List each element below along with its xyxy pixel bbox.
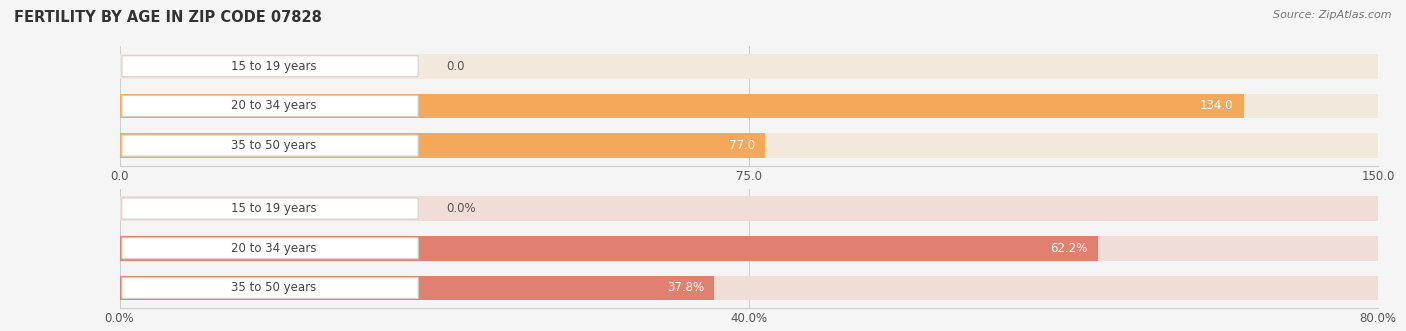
Text: 20 to 34 years: 20 to 34 years — [231, 99, 316, 113]
Text: 15 to 19 years: 15 to 19 years — [231, 60, 316, 73]
Text: 77.0: 77.0 — [730, 139, 755, 152]
Text: 62.2%: 62.2% — [1050, 242, 1088, 255]
Bar — [120, 94, 1244, 118]
Text: 35 to 50 years: 35 to 50 years — [231, 281, 316, 295]
Bar — [120, 196, 1378, 221]
Bar — [120, 133, 765, 158]
FancyBboxPatch shape — [122, 135, 418, 156]
FancyBboxPatch shape — [122, 238, 418, 259]
Text: 0.0: 0.0 — [447, 60, 465, 73]
FancyBboxPatch shape — [122, 277, 418, 299]
Bar — [120, 276, 714, 300]
FancyBboxPatch shape — [122, 95, 418, 117]
Text: FERTILITY BY AGE IN ZIP CODE 07828: FERTILITY BY AGE IN ZIP CODE 07828 — [14, 10, 322, 25]
FancyBboxPatch shape — [122, 198, 418, 219]
Bar — [120, 133, 1378, 158]
Text: 15 to 19 years: 15 to 19 years — [231, 202, 316, 215]
Bar — [120, 236, 1378, 260]
Text: 20 to 34 years: 20 to 34 years — [231, 242, 316, 255]
FancyBboxPatch shape — [122, 56, 418, 77]
Bar — [120, 276, 1378, 300]
Text: 134.0: 134.0 — [1201, 99, 1233, 113]
Text: 37.8%: 37.8% — [666, 281, 704, 295]
Bar — [120, 54, 1378, 78]
Text: 35 to 50 years: 35 to 50 years — [231, 139, 316, 152]
Bar — [120, 94, 1378, 118]
Text: 0.0%: 0.0% — [447, 202, 477, 215]
Text: Source: ZipAtlas.com: Source: ZipAtlas.com — [1274, 10, 1392, 20]
Bar — [120, 236, 1098, 260]
